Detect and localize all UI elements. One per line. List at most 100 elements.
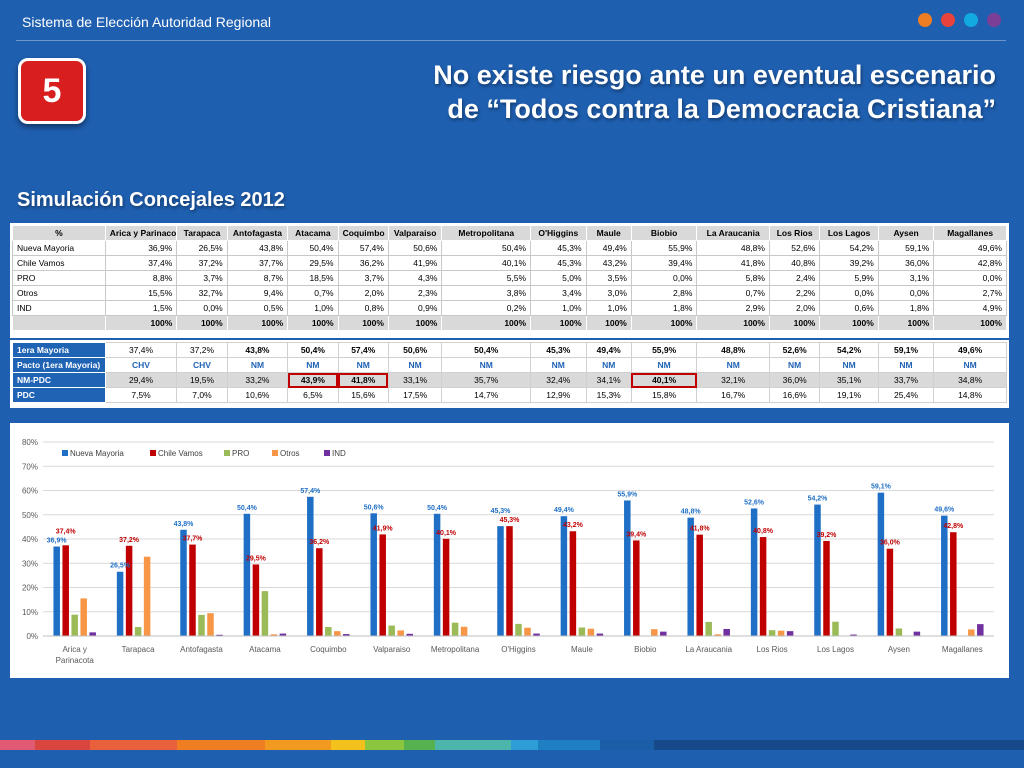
table-row: Pacto (1era Mayoria) CHV CHV NM NM NM NM NM NM NM…: [12, 357, 1007, 373]
table-cell: 2,9%: [696, 300, 770, 316]
x-tick-label: Metropolitana: [431, 645, 480, 654]
x-tick-label: Los Lagos: [817, 645, 854, 654]
legend-label: PRO: [232, 449, 249, 458]
column-header: Antofagasta: [226, 225, 289, 241]
column-header: Aysen: [877, 225, 935, 241]
bar: [560, 516, 568, 636]
data-label: 52,6%: [744, 499, 765, 506]
table-cell: CHV: [104, 357, 178, 373]
data-label: 48,8%: [681, 509, 702, 516]
bar: [388, 625, 395, 636]
table-cell: 7,5%: [104, 387, 178, 403]
table-cell: 1,8%: [877, 300, 935, 316]
bar: [370, 513, 377, 636]
table-cell: 43,2%: [585, 255, 632, 271]
table-cell: 5,9%: [819, 270, 879, 286]
x-tick-label: Arica y: [62, 645, 86, 654]
table-cell: 35,7%: [441, 372, 532, 388]
table-cell: 41,8%: [696, 255, 770, 271]
data-label: 50,6%: [364, 504, 385, 511]
table-cell: 50,4%: [287, 240, 339, 256]
row-label: Chile Vamos: [12, 255, 106, 271]
x-tick-label: Antofagasta: [180, 645, 223, 654]
total-cell: 100%: [877, 315, 935, 331]
data-label: 39,4%: [626, 531, 647, 538]
x-tick-label: Coquimbo: [310, 645, 347, 654]
table-cell: 3,4%: [530, 285, 587, 301]
header-title: Sistema de Elección Autoridad Regional: [22, 14, 272, 30]
table-cell: 1,8%: [630, 300, 698, 316]
table-cell: 34,1%: [585, 372, 632, 388]
table-row: Chile Vamos 37,4% 37,2% 37,7% 29,5% 36,2% 41,9…: [12, 255, 1007, 271]
data-label: 55,9%: [617, 491, 638, 498]
table-cell: 34,8%: [933, 372, 1007, 388]
table-row: PDC 7,5% 7,0% 10,6% 6,5% 15,6% 17,5% 14,7% 12,9%…: [12, 387, 1007, 403]
row-label: Nueva Mayoria: [12, 240, 106, 256]
table-cell: NM: [387, 357, 443, 373]
table-cell: 0,0%: [933, 270, 1007, 286]
data-label: 43,8%: [174, 521, 195, 528]
header-dots: [918, 13, 1001, 27]
bar: [433, 513, 441, 636]
table-cell: 55,9%: [630, 342, 698, 358]
bar: [768, 630, 776, 636]
table-cell: 37,7%: [226, 255, 289, 271]
header-divider: [16, 40, 1006, 41]
table-cell: 17,5%: [387, 387, 443, 403]
x-tick-label: La Araucania: [685, 645, 732, 654]
legend-swatch: [62, 450, 68, 456]
data-label: 40,8%: [753, 528, 774, 535]
table-cell: 16,7%: [696, 387, 770, 403]
table-cell: NM: [226, 357, 289, 373]
bar: [786, 631, 794, 636]
bar: [71, 614, 78, 636]
table-cell: 42,8%: [933, 255, 1007, 271]
table-cell: 32,4%: [530, 372, 587, 388]
table-cell: 43,8%: [226, 342, 289, 358]
row-label: PRO: [12, 270, 106, 286]
table-cell: 25,4%: [877, 387, 935, 403]
header-dot: [964, 13, 978, 27]
table-cell: 55,9%: [630, 240, 698, 256]
data-label: 59,1%: [871, 484, 892, 491]
header-dot: [987, 13, 1001, 27]
table-cell: 2,3%: [387, 285, 443, 301]
table-cell: 45,3%: [530, 255, 587, 271]
table-cell: 29,5%: [287, 255, 339, 271]
data-label: 37,7%: [183, 536, 204, 543]
table-cell: 0,7%: [696, 285, 770, 301]
table-cell: 37,4%: [104, 342, 178, 358]
bar: [587, 628, 595, 636]
bar: [913, 631, 921, 636]
bar: [814, 504, 821, 636]
table-cell: 29,4%: [104, 372, 178, 388]
table-cell: 1,0%: [287, 300, 339, 316]
table-cell: 5,0%: [530, 270, 587, 286]
footer-segment: [365, 740, 404, 750]
footer-segment: [654, 740, 1024, 750]
total-cell: 100%: [696, 315, 770, 331]
data-label: 36,9%: [47, 538, 68, 545]
legend-swatch: [224, 450, 230, 456]
table-cell: 33,2%: [226, 372, 289, 388]
table-cell: 0,0%: [630, 270, 698, 286]
bar: [343, 634, 350, 636]
header-dot: [941, 13, 955, 27]
row-label: IND: [12, 300, 106, 316]
table-cell: 50,4%: [287, 342, 339, 358]
table-cell: 40,8%: [768, 255, 821, 271]
table-cell: 32,7%: [176, 285, 228, 301]
column-header: Biobio: [630, 225, 698, 241]
total-cell: 100%: [387, 315, 443, 331]
footer-segment: [0, 740, 36, 750]
bar: [823, 540, 830, 636]
data-label: 41,9%: [373, 525, 394, 532]
table-cell: 49,6%: [933, 342, 1007, 358]
bar: [832, 621, 839, 636]
footer-segment: [538, 740, 600, 750]
total-cell: 100%: [819, 315, 879, 331]
y-tick-label: 10%: [22, 608, 38, 617]
bar: [460, 626, 468, 636]
table-cell: 15,6%: [337, 387, 389, 403]
table-cell: 0,0%: [819, 285, 879, 301]
